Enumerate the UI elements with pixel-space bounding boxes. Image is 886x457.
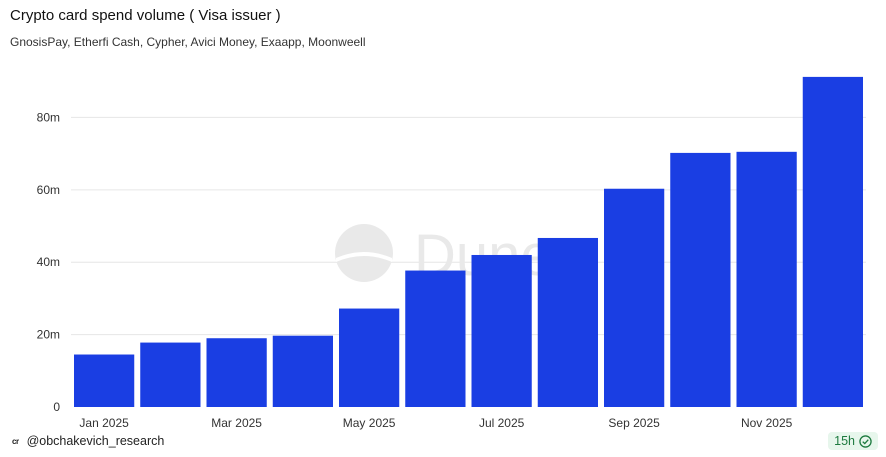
bar[interactable]	[471, 254, 532, 407]
x-tick-label: Sep 2025	[608, 416, 660, 430]
x-tick-label: Jan 2025	[79, 416, 129, 430]
freshness-badge[interactable]: 15h	[828, 432, 878, 450]
x-tick-label: May 2025	[343, 416, 396, 430]
bar[interactable]	[339, 308, 400, 407]
chart-subtitle: GnosisPay, Etherfi Cash, Cypher, Avici M…	[10, 35, 366, 49]
bar[interactable]	[802, 76, 863, 407]
y-tick-label: 80m	[37, 110, 60, 124]
bar[interactable]	[670, 152, 731, 407]
bar[interactable]	[736, 151, 797, 407]
y-tick-label: 20m	[37, 328, 60, 342]
y-tick-label: 40m	[37, 255, 60, 269]
bar[interactable]	[206, 338, 267, 407]
author-logo-icon: cr	[12, 436, 19, 446]
x-tick-label: Mar 2025	[211, 416, 262, 430]
bar[interactable]	[140, 342, 201, 407]
bar[interactable]	[537, 237, 598, 407]
chart-title: Crypto card spend volume ( Visa issuer )	[10, 7, 281, 24]
x-tick-label: Jul 2025	[479, 416, 525, 430]
check-circle-icon	[859, 434, 872, 448]
author-handle[interactable]: @obchakevich_research	[26, 434, 165, 448]
bar[interactable]	[74, 354, 135, 407]
x-tick-label: Nov 2025	[741, 416, 793, 430]
bar[interactable]	[405, 270, 466, 407]
y-tick-label: 0	[53, 400, 60, 414]
bar[interactable]	[604, 188, 665, 407]
age-label: 15h	[834, 434, 855, 448]
bar[interactable]	[272, 335, 333, 407]
author-credit: cr @obchakevich_research	[12, 434, 164, 448]
y-tick-label: 60m	[37, 183, 60, 197]
